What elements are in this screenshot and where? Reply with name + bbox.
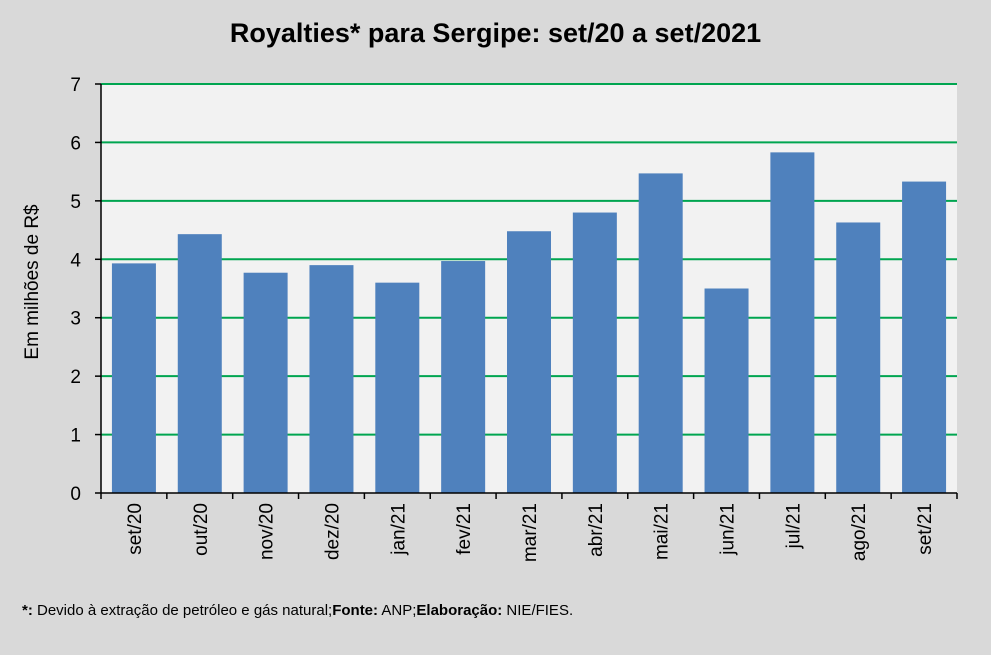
x-tick-label: jan/21 (388, 503, 409, 556)
footnote: *: Devido à extração de petróleo e gás n… (22, 602, 573, 619)
x-tick-label: jun/21 (718, 503, 739, 556)
x-tick-label: fev/21 (454, 503, 475, 555)
y-tick-label: 5 (70, 192, 81, 213)
footnote-elaboracao-label: Elaboração: (416, 602, 503, 619)
bar-ago/21 (836, 222, 881, 493)
footnote-fonte-value: ANP; (378, 602, 417, 619)
y-axis-label: Em milhões de R$ (22, 204, 43, 360)
x-tick-label: set/21 (915, 503, 936, 555)
y-tick-label: 2 (70, 367, 81, 388)
chart-title: Royalties* para Sergipe: set/20 a set/20… (229, 18, 762, 48)
axes (95, 83, 958, 499)
bar-mar/21 (507, 231, 551, 494)
bar-jan/21 (375, 282, 420, 493)
footnote-mark: *: (22, 602, 33, 619)
x-tick-label: dez/20 (322, 503, 343, 560)
x-tick-label: mai/21 (652, 503, 673, 560)
bar-jun/21 (704, 288, 749, 493)
y-tick-label: 6 (70, 133, 81, 154)
bar-out/20 (177, 234, 222, 493)
bar-set/20 (111, 263, 156, 493)
y-tick-label: 0 (70, 484, 81, 505)
x-tick-label: ago/21 (849, 503, 870, 561)
footnote-source-text: Devido à extração de petróleo e gás natu… (32, 602, 333, 619)
bar-jul/21 (770, 152, 815, 493)
bars (111, 152, 947, 494)
x-tick-label: out/20 (191, 503, 212, 556)
bar-mai/21 (638, 173, 683, 493)
bar-abr/21 (572, 212, 617, 494)
bar-dez/20 (309, 265, 354, 493)
y-tick-label: 1 (70, 426, 81, 447)
bar-fev/21 (441, 261, 486, 493)
x-tick-label: set/20 (125, 503, 146, 555)
y-tick-label: 3 (70, 309, 81, 330)
footnote-elaboracao-value: NIE/FIES. (502, 602, 574, 619)
footnote-fonte-label: Fonte: (332, 602, 379, 619)
bar-set/21 (902, 181, 947, 493)
y-tick-label: 7 (70, 75, 81, 96)
x-tick-label: abr/21 (586, 503, 607, 557)
bar-nov/20 (243, 272, 288, 493)
y-tick-labels: 0 1 2 3 4 5 6 7 (70, 75, 81, 505)
x-tick-labels: set/20 out/20 nov/20 dez/20 jan/21 fev/21 mar/… (125, 503, 936, 562)
x-tick-label: nov/20 (257, 503, 278, 560)
y-tick-label: 4 (70, 250, 81, 271)
x-tick-label: mar/21 (520, 503, 541, 562)
x-tick-label: jul/21 (783, 503, 804, 549)
